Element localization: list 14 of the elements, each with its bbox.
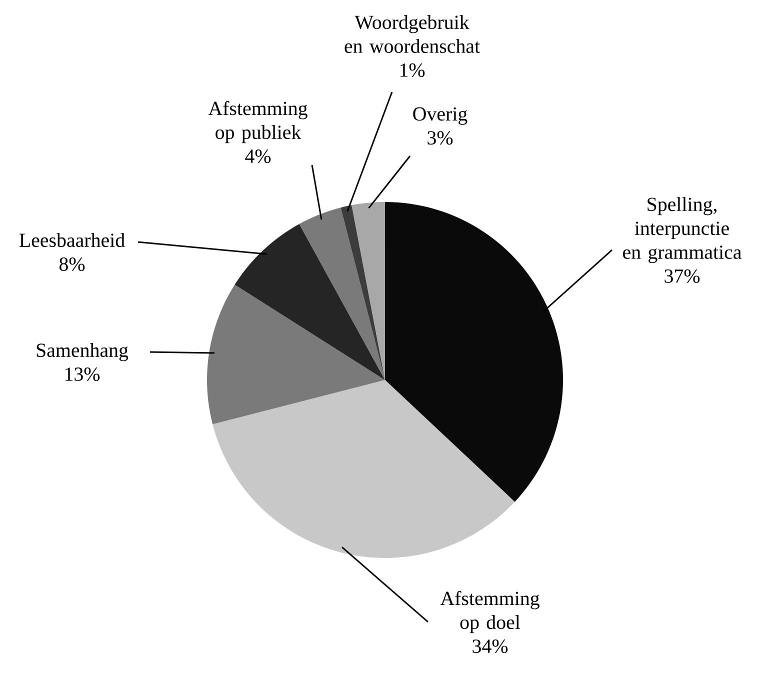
slice-label: Leesbaarheid (19, 232, 125, 247)
slice-label: Afstemming op doel (440, 590, 540, 634)
slice-label: Afstemming op publiek (208, 100, 308, 144)
data-label: 4% (245, 150, 271, 164)
data-label: 34% (472, 640, 508, 654)
data-label: 37% (664, 269, 700, 283)
data-label: 3% (428, 131, 453, 145)
slice-label: Overig (413, 107, 468, 125)
slice-label: Samenhang (36, 342, 128, 362)
data-label: 8% (59, 257, 85, 271)
slice-label: Woordgebruik en woordenschat (344, 15, 480, 53)
slice-label: Spelling, interpunctie en grammatica (623, 197, 742, 264)
data-label: 13% (65, 367, 100, 381)
data-label: 1% (400, 63, 425, 77)
